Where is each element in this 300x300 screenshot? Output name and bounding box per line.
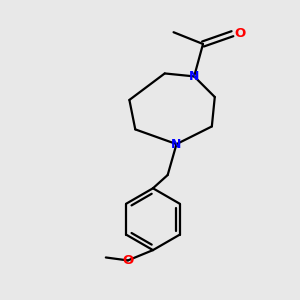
Text: N: N: [189, 70, 200, 83]
Text: O: O: [122, 254, 134, 267]
Text: N: N: [171, 138, 182, 151]
Text: O: O: [234, 27, 245, 40]
